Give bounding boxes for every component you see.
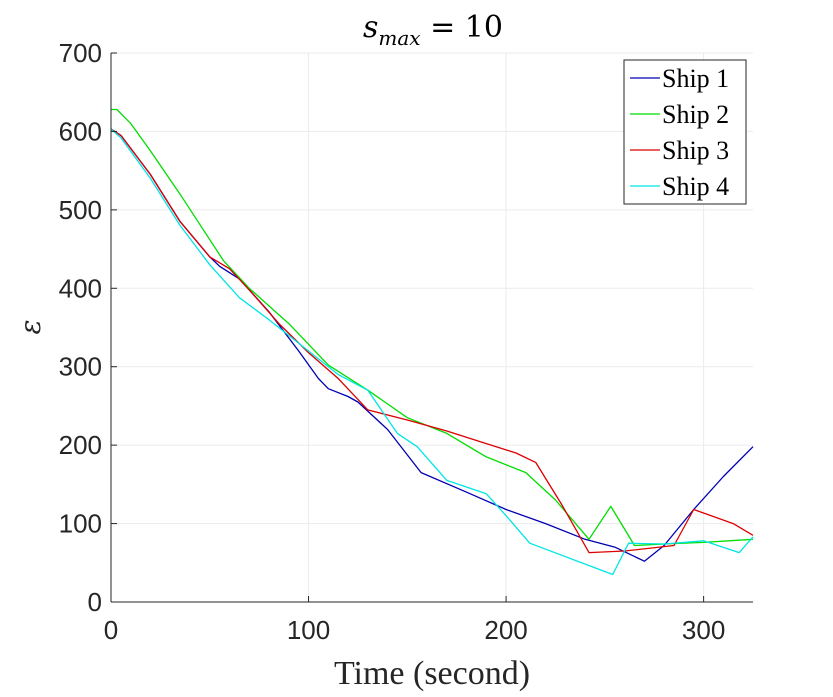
y-tick-label: 500 — [59, 195, 102, 225]
x-tick-label: 200 — [484, 615, 527, 645]
x-axis-label: Time (second) — [334, 655, 530, 692]
series-line-ship-3 — [110, 128, 754, 554]
legend: Ship 1 Ship 2 Ship 3 Ship 4 — [623, 59, 747, 205]
y-tick-label: 100 — [59, 509, 102, 539]
legend-label-ship-2: Ship 2 — [662, 100, 729, 129]
axes — [110, 53, 753, 603]
x-ticks: 0 100 200 300 — [104, 596, 725, 645]
y-tick-label: 0 — [88, 587, 102, 617]
y-axis-label: ε — [14, 319, 47, 334]
y-tick-label: 300 — [59, 352, 102, 382]
y-tick-label: 700 — [59, 38, 102, 68]
series-line-ship-2 — [111, 108, 754, 547]
y-tick-label: 600 — [59, 116, 102, 146]
legend-label-ship-1: Ship 1 — [662, 64, 729, 93]
series-lines — [110, 108, 754, 576]
legend-label-ship-4: Ship 4 — [662, 172, 729, 201]
chart-title: smax = 10 — [363, 10, 503, 50]
x-tick-label: 100 — [287, 615, 330, 645]
legend-box — [623, 59, 747, 205]
series-line-ship-4 — [110, 128, 754, 576]
legend-label-ship-3: Ship 3 — [662, 136, 729, 165]
x-tick-label: 300 — [682, 615, 725, 645]
y-tick-label: 400 — [59, 273, 102, 303]
y-ticks: 0 100 200 300 400 500 600 700 — [59, 38, 117, 617]
y-tick-label: 200 — [59, 430, 102, 460]
x-tick-label: 0 — [104, 615, 118, 645]
